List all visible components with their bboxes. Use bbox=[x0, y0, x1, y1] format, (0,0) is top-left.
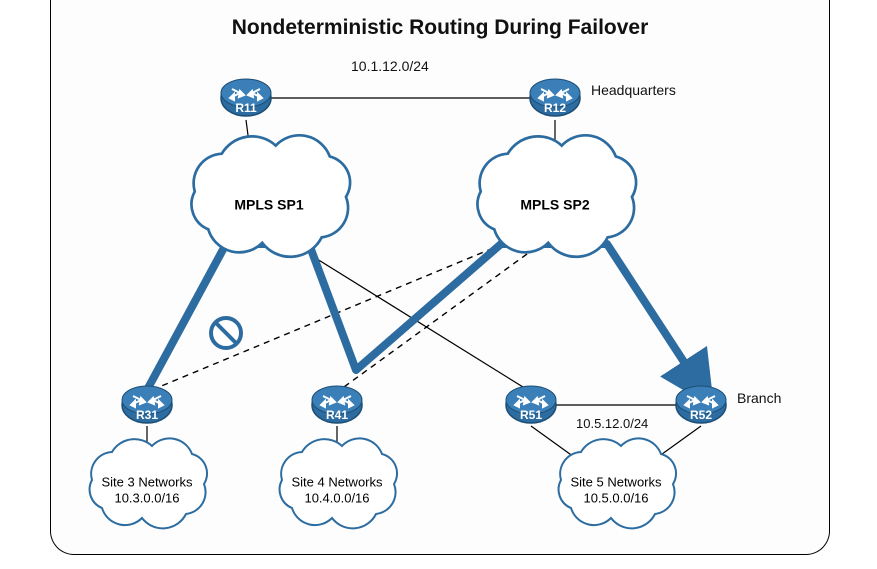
router-r11-label: R11 bbox=[235, 101, 256, 115]
router-r52-label: R52 bbox=[690, 408, 712, 422]
blocked-path-icon bbox=[211, 318, 241, 348]
label-branch: Branch bbox=[737, 390, 781, 406]
routers-group bbox=[122, 79, 726, 423]
cloud-sp1-label: MPLS SP1 bbox=[234, 197, 303, 214]
topology-svg bbox=[51, 0, 831, 555]
router-r31-label: R31 bbox=[136, 408, 158, 422]
router-r51-label: R51 bbox=[520, 408, 542, 422]
router-r41-label: R41 bbox=[326, 408, 348, 422]
subnet-r51-r52: 10.5.12.0/24 bbox=[576, 416, 648, 431]
cloud-site4-label: Site 4 Networks10.4.0.0/16 bbox=[291, 474, 382, 505]
label-headquarters: Headquarters bbox=[591, 82, 676, 98]
cloud-sp2-label: MPLS SP2 bbox=[520, 197, 589, 214]
router-r12-label: R12 bbox=[544, 101, 566, 115]
cloud-site5-label: Site 5 Networks10.5.0.0/16 bbox=[570, 474, 661, 505]
subnet-r11-r12: 10.1.12.0/24 bbox=[351, 58, 429, 74]
cloud-site3-label: Site 3 Networks10.3.0.0/16 bbox=[101, 474, 192, 505]
diagram-frame: Nondeterministic Routing During Failover bbox=[50, 0, 830, 555]
